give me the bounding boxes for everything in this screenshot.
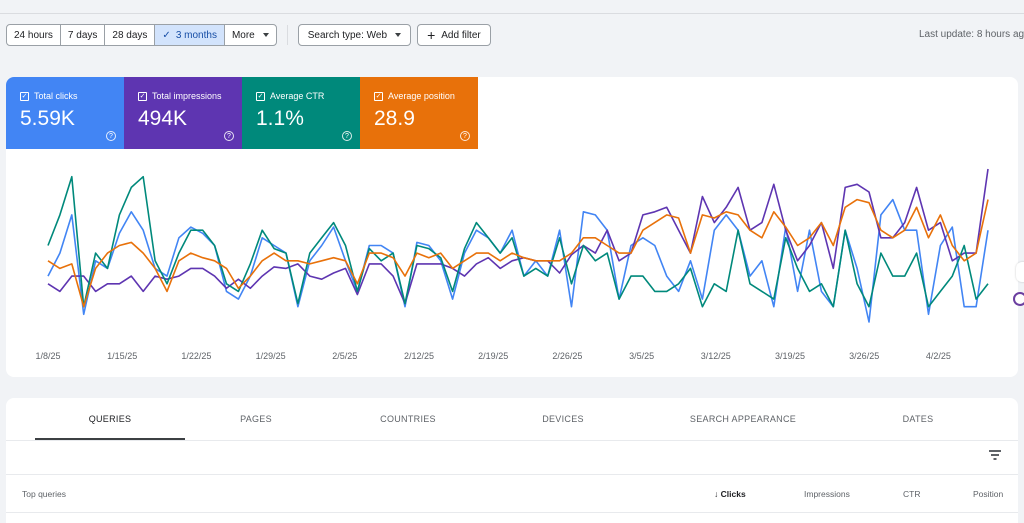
column-header-clicks[interactable]: ↓ Clicks	[714, 489, 746, 499]
check-icon: ✓	[162, 29, 171, 41]
range-24-hours[interactable]: 24 hours	[7, 25, 61, 45]
help-icon[interactable]: ?	[460, 131, 470, 141]
dimensions-table-card: QUERIES PAGES COUNTRIES DEVICES SEARCH A…	[6, 398, 1018, 523]
performance-line-chart: 1/8/25 1/15/25 1/22/25 1/29/25 2/5/25 2/12/25…	[35, 168, 989, 361]
metric-total-clicks[interactable]: ✓ Total clicks 5.59K ?	[6, 77, 124, 149]
x-tick-label: 3/12/25	[701, 351, 731, 361]
column-header-impressions[interactable]: Impressions	[804, 489, 850, 499]
checkbox-checked-icon: ✓	[138, 91, 147, 101]
add-filter-button[interactable]: + Add filter	[417, 24, 491, 46]
metric-value: 494K	[138, 107, 188, 130]
metric-label: Average CTR	[270, 91, 325, 101]
checkbox-checked-icon: ✓	[20, 91, 29, 101]
tab-search-appearance[interactable]: SEARCH APPEARANCE	[689, 414, 797, 424]
metric-value: 1.1%	[256, 107, 304, 130]
x-tick-label: 2/19/25	[478, 351, 508, 361]
metric-value: 28.9	[374, 107, 415, 130]
x-tick-label: 3/19/25	[775, 351, 805, 361]
x-tick-label: 1/15/25	[107, 351, 137, 361]
plus-icon: +	[427, 27, 436, 43]
help-icon[interactable]: ?	[224, 131, 234, 141]
column-header-position[interactable]: Position	[973, 489, 1004, 499]
assistant-icon[interactable]	[1013, 292, 1024, 306]
series-line-average-ctr	[47, 175, 989, 308]
top-divider	[0, 13, 1024, 14]
range-3-months[interactable]: ✓ 3 months	[155, 25, 225, 45]
help-icon[interactable]: ?	[106, 131, 116, 141]
table-divider	[6, 474, 1018, 475]
last-update-text: Last update: 8 hours ago	[919, 29, 1024, 40]
tab-pages[interactable]: PAGES	[240, 414, 272, 424]
performance-chart-card: 1/8/25 1/15/25 1/22/25 1/29/25 2/5/25 2/12/25…	[6, 77, 1018, 377]
metric-total-impressions[interactable]: ✓ Total impressions 494K ?	[124, 77, 242, 149]
arrow-down-icon: ↓	[714, 489, 721, 499]
metric-label: Average position	[388, 91, 455, 101]
x-tick-label: 2/5/25	[332, 351, 357, 361]
checkbox-checked-icon: ✓	[256, 91, 265, 101]
x-tick-label: 2/26/25	[552, 351, 582, 361]
metric-cards: ✓ Total clicks 5.59K ? ✓ Total impressions…	[6, 77, 478, 149]
metric-label: Total clicks	[34, 91, 78, 101]
column-header-top-queries[interactable]: Top queries	[22, 489, 66, 499]
table-row-divider	[6, 512, 1018, 513]
range-more[interactable]: More	[225, 25, 276, 45]
tab-dates[interactable]: DATES	[902, 414, 934, 424]
caret-down-icon	[262, 33, 269, 37]
date-range-selector: 24 hours 7 days 28 days ✓ 3 months More	[6, 24, 277, 46]
caret-down-icon	[395, 33, 402, 37]
x-tick-label: 3/26/25	[849, 351, 879, 361]
metric-average-position[interactable]: ✓ Average position 28.9 ?	[360, 77, 478, 149]
metric-value: 5.59K	[20, 107, 75, 130]
x-tick-label: 1/8/25	[35, 351, 60, 361]
range-7-days[interactable]: 7 days	[61, 25, 106, 45]
metric-average-ctr[interactable]: ✓ Average CTR 1.1% ?	[242, 77, 360, 149]
series-line-average-position	[47, 198, 989, 308]
x-tick-label: 1/22/25	[181, 351, 211, 361]
filter-bar: 24 hours 7 days 28 days ✓ 3 months More S…	[6, 24, 497, 46]
tab-devices[interactable]: DEVICES	[542, 414, 584, 424]
checkbox-checked-icon: ✓	[374, 91, 383, 101]
dimension-tabs: QUERIES PAGES COUNTRIES DEVICES SEARCH A…	[6, 398, 1018, 441]
series-line-total-clicks	[47, 198, 989, 323]
column-header-ctr[interactable]: CTR	[903, 489, 921, 499]
range-28-days[interactable]: 28 days	[105, 25, 156, 45]
active-tab-indicator	[35, 438, 185, 440]
x-tick-label: 1/29/25	[256, 351, 286, 361]
search-type-dropdown[interactable]: Search type: Web	[297, 24, 412, 46]
x-tick-label: 2/12/25	[404, 351, 434, 361]
filter-divider	[286, 25, 288, 45]
metric-label: Total impressions	[152, 91, 222, 101]
help-icon[interactable]: ?	[342, 131, 352, 141]
filter-list-icon[interactable]	[989, 450, 1001, 460]
side-panel-tab[interactable]	[1016, 262, 1024, 282]
x-tick-label: 4/2/25	[926, 351, 951, 361]
x-tick-label: 3/5/25	[629, 351, 654, 361]
tab-countries[interactable]: COUNTRIES	[380, 414, 436, 424]
tab-queries[interactable]: QUERIES	[88, 414, 132, 424]
